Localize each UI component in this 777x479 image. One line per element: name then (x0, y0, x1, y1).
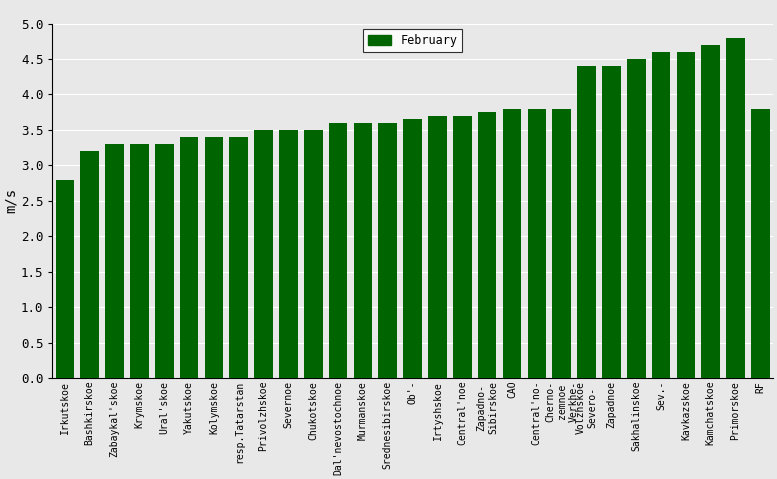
Bar (155, 144, 173, 378)
Bar (528, 109, 546, 378)
Bar (751, 109, 770, 378)
Bar (80, 151, 99, 378)
Bar (652, 52, 671, 378)
Bar (602, 66, 621, 378)
Bar (179, 137, 198, 378)
Bar (726, 38, 745, 378)
Bar (229, 137, 248, 378)
Bar (403, 119, 422, 378)
Bar (378, 123, 397, 378)
Bar (254, 130, 273, 378)
Bar (577, 66, 596, 378)
Bar (279, 130, 298, 378)
Bar (453, 116, 472, 378)
Bar (105, 144, 124, 378)
Bar (354, 123, 372, 378)
Bar (428, 116, 447, 378)
Bar (503, 109, 521, 378)
Bar (552, 109, 571, 378)
Legend: February: February (363, 29, 462, 52)
Bar (627, 59, 646, 378)
Bar (478, 112, 497, 378)
Bar (204, 137, 223, 378)
Bar (304, 130, 322, 378)
Bar (130, 144, 148, 378)
Bar (702, 45, 720, 378)
Bar (677, 52, 695, 378)
Bar (56, 180, 75, 378)
Bar (329, 123, 347, 378)
Y-axis label: m/s: m/s (4, 188, 18, 213)
